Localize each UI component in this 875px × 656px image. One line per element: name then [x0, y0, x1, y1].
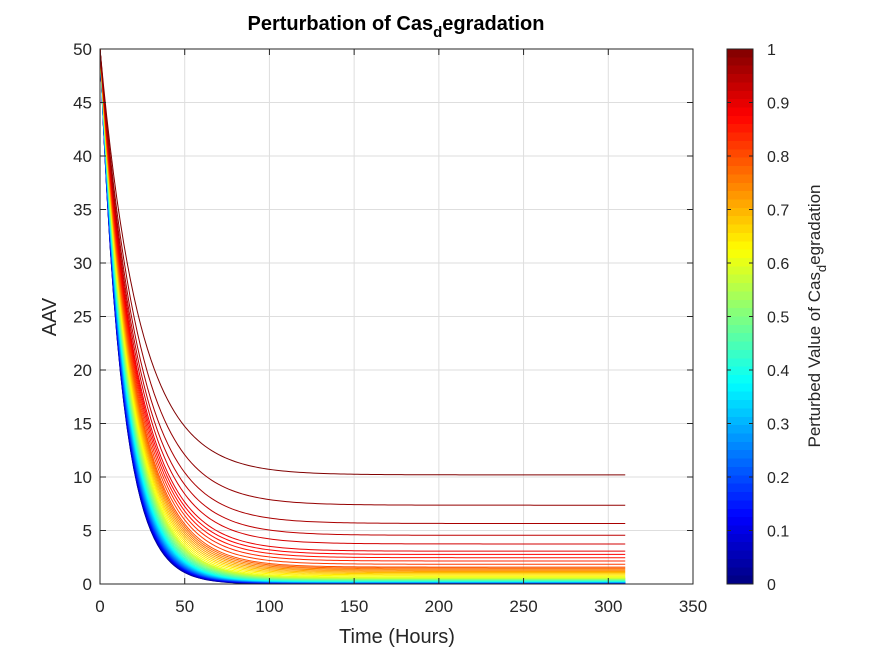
- colorbar-label-rest: egradation: [805, 184, 824, 264]
- colorbar-tick-label-0: 0: [767, 577, 776, 594]
- series-line-31: [99, 48, 626, 577]
- x-tick-labels: 0 50 100 150 200 250 300 350: [95, 597, 707, 616]
- chart-title-subscript: d: [433, 24, 442, 41]
- series-line-35: [99, 48, 626, 572]
- x-tick-label-0: 0: [95, 597, 104, 616]
- colorbar: [726, 48, 754, 585]
- series-line-47: [99, 48, 626, 524]
- y-tick-label-2: 10: [73, 468, 92, 487]
- chart-title: Perturbation of Casdegradation: [248, 13, 545, 41]
- axis-ticks: [99, 48, 694, 585]
- colorbar-tick-label-8: 0.8: [767, 149, 789, 166]
- x-tick-label-1: 50: [175, 597, 194, 616]
- colorbar-tick-label-9: 0.9: [767, 96, 789, 113]
- series-line-42: [99, 48, 626, 559]
- series-line-34: [99, 48, 626, 574]
- series-line-32: [99, 48, 626, 576]
- colorbar-label-main: Perturbed Value of Cas: [805, 272, 824, 447]
- colorbar-tick-label-5: 0.5: [767, 310, 789, 327]
- y-tick-label-5: 25: [73, 308, 92, 327]
- colorbar-tick-label-7: 0.7: [767, 203, 789, 220]
- x-tick-label-6: 300: [594, 597, 622, 616]
- x-tick-label-3: 150: [340, 597, 368, 616]
- series-line-36: [99, 48, 626, 571]
- series-line-46: [99, 48, 626, 536]
- series-line-30: [99, 48, 626, 578]
- series-line-43: [99, 48, 626, 555]
- y-tick-label-10: 50: [73, 40, 92, 59]
- series-line-49: [99, 48, 626, 476]
- series-line-37: [99, 48, 626, 570]
- colorbar-tick-label-6: 0.6: [767, 256, 789, 273]
- x-tick-label-7: 350: [679, 597, 707, 616]
- series-line-41: [99, 48, 626, 562]
- colorbar-tick-label-4: 0.4: [767, 363, 789, 380]
- colorbar-ticks: [727, 48, 753, 585]
- y-tick-label-1: 5: [83, 522, 92, 541]
- x-tick-label-2: 100: [255, 597, 283, 616]
- y-tick-labels: 0 5 10 15 20 25 30 35 40 45 50: [73, 40, 92, 594]
- y-axis-label: AAV: [39, 297, 61, 336]
- series-line-48: [99, 48, 626, 506]
- y-tick-label-4: 20: [73, 361, 92, 380]
- y-tick-label-6: 30: [73, 254, 92, 273]
- colorbar-tick-label-1: 0.1: [767, 524, 789, 541]
- series-line-33: [99, 48, 626, 575]
- series-line-38: [99, 48, 626, 569]
- colorbar-tick-label-10: 1: [767, 42, 776, 59]
- series-line-40: [99, 48, 626, 565]
- chart-title-main: Perturbation of Cas: [248, 13, 434, 35]
- y-tick-label-7: 35: [73, 201, 92, 220]
- colorbar-tick-labels: 0 0.1 0.2 0.3 0.4 0.5 0.6 0.7 0.8 0.9 1: [767, 42, 789, 594]
- colorbar-tick-label-2: 0.2: [767, 470, 789, 487]
- colorbar-label-subscript: d: [814, 265, 829, 272]
- y-tick-label-3: 15: [73, 415, 92, 434]
- colorbar-tick-label-3: 0.3: [767, 417, 789, 434]
- y-tick-label-0: 0: [83, 575, 92, 594]
- series-line-39: [99, 48, 626, 568]
- series-line-29: [99, 48, 626, 579]
- x-tick-label-4: 200: [425, 597, 453, 616]
- x-tick-label-5: 250: [509, 597, 537, 616]
- colorbar-label: Perturbed Value of Casdegradation: [805, 184, 829, 447]
- series-line-45: [99, 48, 626, 545]
- x-axis-label: Time (Hours): [339, 626, 455, 648]
- series-line-44: [99, 48, 626, 552]
- y-tick-label-9: 45: [73, 94, 92, 113]
- y-tick-label-8: 40: [73, 147, 92, 166]
- chart-title-rest: egradation: [442, 13, 544, 35]
